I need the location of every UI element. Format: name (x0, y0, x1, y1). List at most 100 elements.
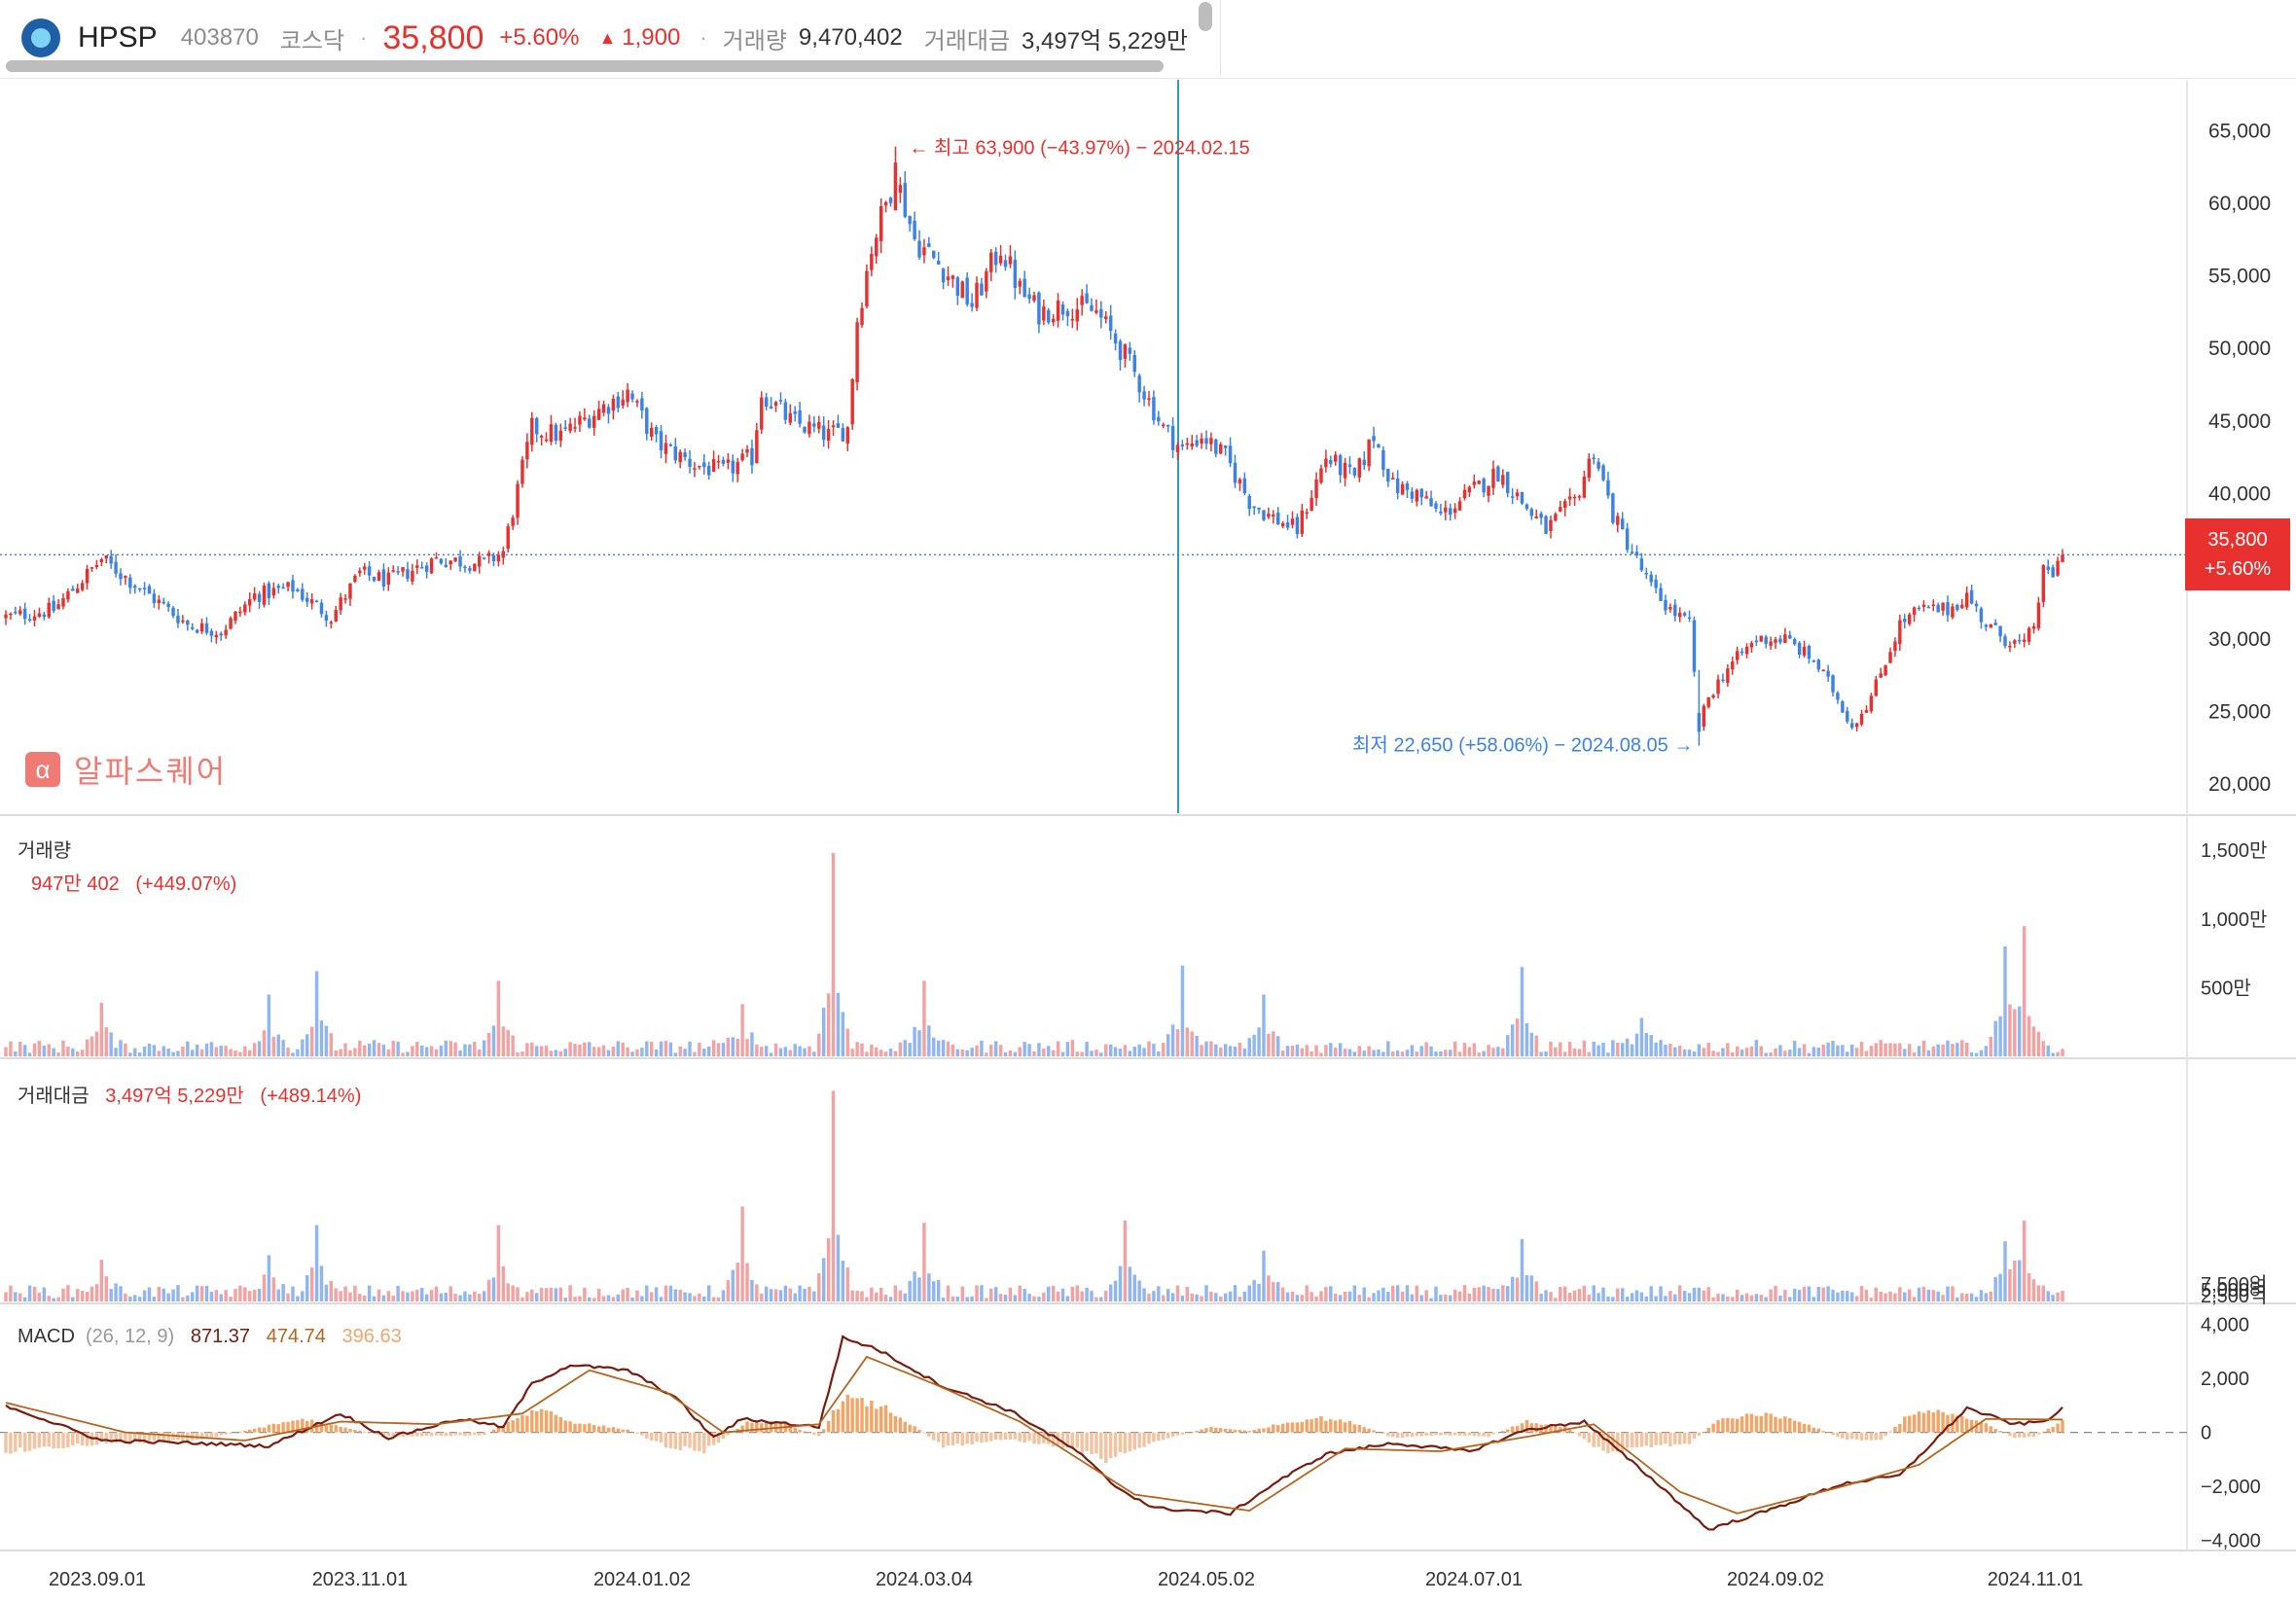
volume-bar (2008, 1004, 2012, 1056)
volume-bar (1080, 1051, 1084, 1056)
ticker-symbol[interactable]: HPSP (78, 21, 158, 53)
candle-body (1003, 260, 1008, 267)
volume-bar (161, 1046, 165, 1056)
turnover-bar (415, 1289, 419, 1301)
turnover-bar (1008, 1287, 1013, 1301)
turnover-bar (932, 1281, 936, 1301)
macd-histogram-bar (1444, 1432, 1448, 1436)
macd-histogram-bar (673, 1432, 677, 1449)
candle-body (932, 250, 936, 259)
candle-body (539, 436, 544, 438)
turnover-bar (1195, 1294, 1199, 1301)
turnover-bar (1477, 1287, 1481, 1301)
turnover-bar (601, 1296, 606, 1301)
turnover-bar (1018, 1285, 1022, 1301)
volume-bar (883, 1051, 888, 1056)
macd-histogram-bar (683, 1432, 687, 1446)
volume-bar (970, 1048, 974, 1056)
macd-histogram-bar (2056, 1423, 2060, 1433)
macd-histogram-bar (955, 1432, 960, 1444)
candle-body (993, 251, 998, 266)
candle-body (1280, 522, 1285, 527)
volume-bar (56, 1052, 60, 1056)
turnover-bar (1744, 1293, 1749, 1301)
vertical-scrollbar[interactable] (1199, 2, 1212, 31)
macd-histogram-bar (879, 1406, 883, 1433)
candle-body (1716, 679, 1720, 695)
turnover-bar (1525, 1274, 1529, 1301)
candle-body (1386, 468, 1390, 482)
macd-histogram-bar (219, 1432, 223, 1436)
candle-body (1152, 397, 1156, 421)
candle-body (1888, 652, 1892, 663)
turnover-bar (1979, 1290, 1984, 1301)
macd-histogram-bar (578, 1423, 582, 1433)
volume-bar (2041, 1041, 2046, 1056)
volume-bar (1549, 1041, 1553, 1056)
turnover-bar (1716, 1294, 1720, 1301)
candle-body (621, 399, 625, 406)
volume-bar (1343, 1049, 1347, 1056)
turnover-bar (826, 1238, 831, 1301)
macd-histogram-bar (817, 1432, 821, 1437)
candle-body (506, 526, 510, 550)
macd-histogram-bar (18, 1432, 22, 1448)
turnover-bar (1955, 1297, 1959, 1301)
candle-body (301, 588, 305, 600)
volume-bar (248, 1050, 252, 1056)
turnover-bar (37, 1292, 42, 1301)
candle-body (477, 555, 482, 567)
volume-bar (1544, 1051, 1548, 1056)
candle-body (875, 237, 879, 257)
volume-bar (985, 1052, 988, 1056)
candle-body (1993, 623, 1997, 625)
volume-bar (119, 1040, 123, 1056)
volume-bar (76, 1051, 80, 1056)
macd-histogram-bar (1400, 1432, 1405, 1438)
turnover-bar (549, 1287, 554, 1301)
candle-body (1228, 445, 1233, 464)
volume-bar (1391, 1051, 1395, 1056)
turnover-bar (22, 1297, 27, 1301)
candle-body (85, 568, 90, 584)
volume-bar (252, 1043, 257, 1056)
volume-bar (1812, 1047, 1816, 1056)
candle-body (1238, 479, 1242, 484)
volume-bar (1778, 1045, 1782, 1056)
price-tick-label: 20,000 (2208, 773, 2271, 796)
volume-bar (1457, 1051, 1462, 1056)
turnover-bar (1592, 1285, 1596, 1301)
turnover-bar (1606, 1296, 1610, 1301)
candle-body (989, 252, 993, 272)
candle-body (769, 406, 773, 409)
candle-body (1223, 445, 1228, 448)
horizontal-scrollbar[interactable] (6, 60, 1164, 72)
candle-body (186, 620, 190, 625)
volume-bar (109, 1032, 113, 1056)
volume-bar (578, 1044, 582, 1056)
macd-line (5, 1335, 2063, 1531)
macd-histogram-bar (1634, 1432, 1639, 1448)
volume-bar (1262, 994, 1266, 1056)
candle-body (458, 555, 462, 567)
candle-body (1606, 480, 1610, 496)
macd-histogram-bar (645, 1432, 649, 1439)
macd-histogram-bar (601, 1425, 606, 1433)
price-tag-pct: +5.60% (2204, 558, 2272, 581)
candle-body (803, 427, 807, 433)
volume-bar (324, 1025, 329, 1056)
volume-bar (1491, 1048, 1495, 1056)
volume-bar (1113, 1047, 1118, 1056)
candle-body (1926, 606, 1931, 609)
candle-body (649, 427, 654, 437)
candle-body (1917, 607, 1921, 610)
turnover-bar (1917, 1287, 1921, 1301)
macd-histogram-bar (1510, 1426, 1515, 1433)
turnover-bar (434, 1286, 439, 1301)
macd-histogram-bar (664, 1432, 668, 1448)
macd-histogram-bar (473, 1432, 477, 1436)
volume-bar (826, 993, 831, 1056)
turnover-bar (2056, 1292, 2060, 1301)
candle-body (353, 575, 357, 582)
